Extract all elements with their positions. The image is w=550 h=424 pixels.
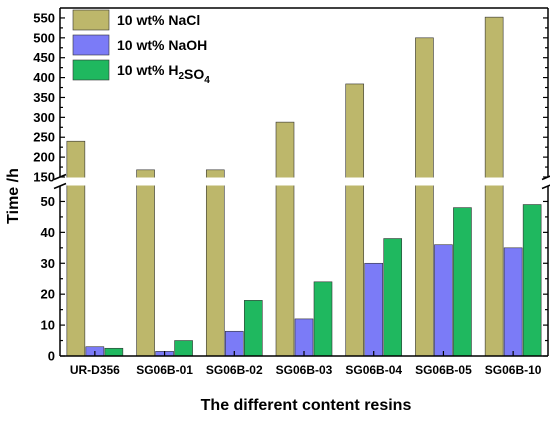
legend-text-span: 10 wt% H	[117, 62, 178, 78]
bar	[66, 140, 86, 357]
bar	[136, 169, 155, 357]
bar	[364, 262, 384, 357]
legend-swatch	[72, 34, 110, 56]
axis-break-mark	[541, 184, 550, 190]
bar	[484, 16, 504, 357]
axes-layer	[53, 7, 550, 357]
y-tick-label: 550	[33, 10, 55, 25]
axis-break-gap	[58, 177, 550, 186]
y-tick-label: 400	[33, 70, 55, 85]
bar	[503, 247, 523, 357]
y-tick-label: 30	[41, 256, 55, 271]
legend-text-span: SO	[184, 66, 204, 82]
legend: 10 wt% NaCl 10 wt% NaOH 10 wt% H2SO4	[72, 9, 210, 86]
legend-subscript: 4	[204, 75, 210, 86]
x-tick-label: SG06B-04	[345, 363, 402, 377]
bar	[313, 281, 333, 357]
bar	[205, 169, 225, 357]
y-tick-label: 500	[33, 30, 55, 45]
axis-break-mark	[53, 182, 67, 190]
bar	[243, 300, 263, 357]
x-tick-label: SG06B-10	[485, 363, 542, 377]
y-tick-label: 40	[41, 225, 55, 240]
legend-swatch	[72, 9, 110, 31]
bar	[174, 340, 193, 357]
bar	[383, 238, 403, 357]
x-tick-label: UR-D356	[70, 363, 120, 377]
ticks-layer: 0 10 20 30 40 50 150 200 250 300 350 400 450 500 550 UR…	[33, 10, 548, 377]
legend-text-span: 10 wt% NaOH	[117, 37, 207, 53]
y-tick-label: 250	[33, 130, 55, 145]
y-tick-label: 450	[33, 50, 55, 65]
legend-swatch	[72, 59, 110, 81]
x-tick-label: SG06B-01	[136, 363, 193, 377]
y-tick-label: 10	[41, 318, 55, 333]
legend-label: 10 wt% H2SO4	[117, 62, 210, 86]
x-axis-title: The different content resins	[201, 397, 412, 414]
legend-label: 10 wt% NaCl	[117, 12, 200, 28]
bar	[522, 204, 542, 357]
y-axis-title: Time /h	[5, 168, 22, 224]
x-tick-label: SG06B-05	[415, 363, 472, 377]
y-tick-label: 150	[33, 170, 55, 185]
bar	[345, 83, 365, 357]
x-tick-label: SG06B-02	[206, 363, 263, 377]
bar	[275, 121, 295, 357]
bar	[415, 37, 434, 357]
bar	[104, 347, 124, 357]
y-tick-label: 350	[33, 90, 55, 105]
bar	[453, 207, 472, 357]
y-tick-label: 50	[41, 194, 55, 209]
bar	[434, 244, 453, 357]
legend-subscript: 2	[178, 71, 184, 82]
bar	[294, 318, 314, 357]
y-tick-label: 300	[33, 110, 55, 125]
legend-text-span: 10 wt% NaCl	[117, 12, 200, 28]
legend-label: 10 wt% NaOH	[117, 37, 207, 53]
x-tick-label: SG06B-03	[276, 363, 333, 377]
y-tick-label: 200	[33, 150, 55, 165]
y-tick-label: 20	[41, 287, 55, 302]
y-tick-label: 0	[48, 349, 55, 364]
